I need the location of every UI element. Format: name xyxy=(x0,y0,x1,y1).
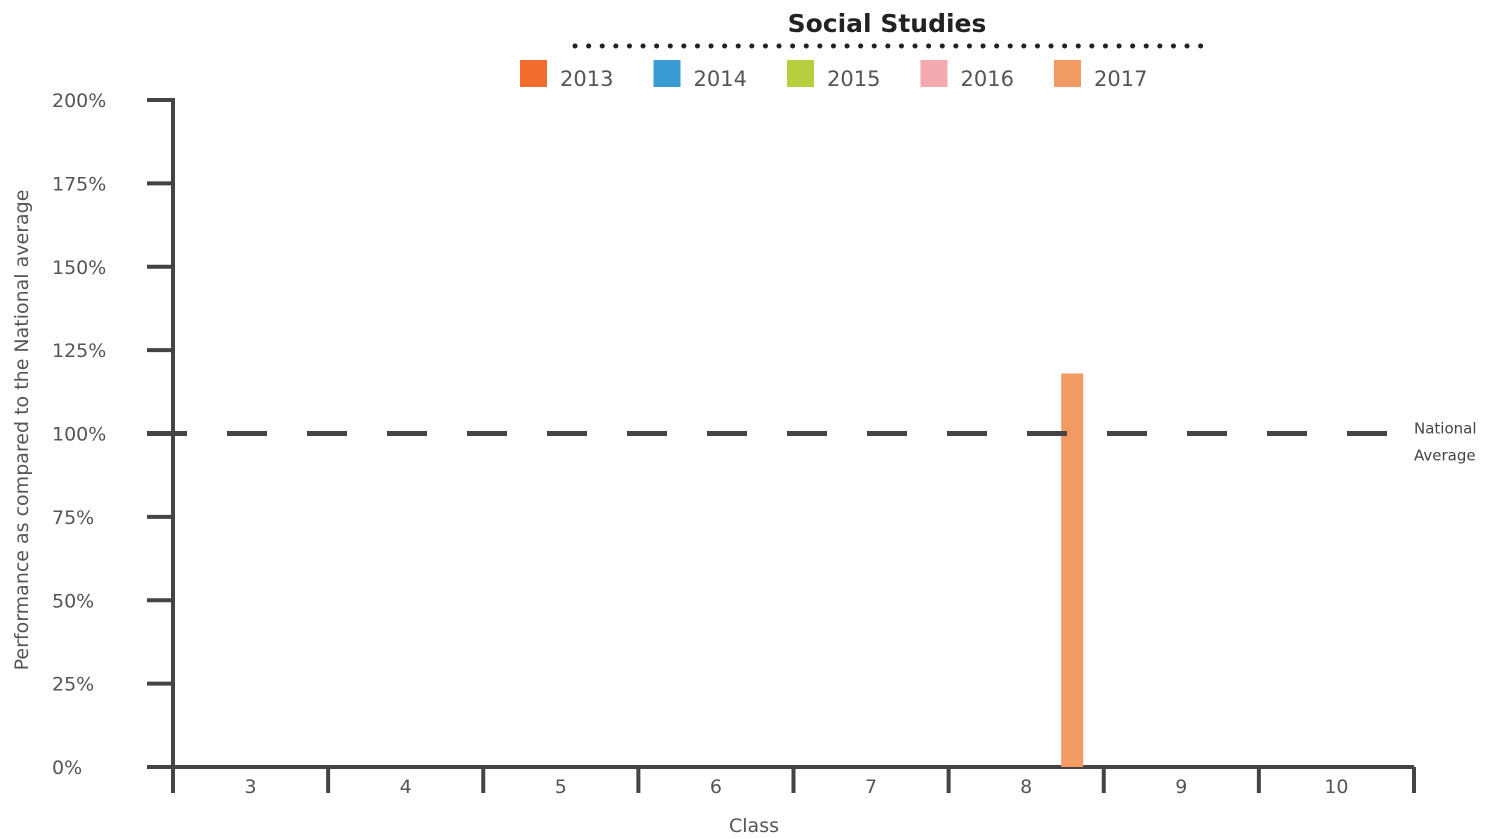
x-tick-label: 3 xyxy=(245,776,257,798)
legend-swatch xyxy=(1054,60,1081,87)
x-tick-label: 9 xyxy=(1175,776,1187,798)
reference-line-label: Average xyxy=(1414,447,1476,465)
y-axis-title: Performance as compared to the National … xyxy=(11,190,33,671)
legend-label: 2016 xyxy=(961,67,1014,91)
legend-swatch xyxy=(920,60,948,87)
legend-swatch xyxy=(520,60,547,87)
legend-label: 2014 xyxy=(694,67,747,91)
x-tick-label: 8 xyxy=(1020,776,1032,798)
x-tick-label: 10 xyxy=(1324,776,1348,798)
legend-swatch xyxy=(653,60,681,87)
x-tick-label: 6 xyxy=(710,776,722,798)
x-tick-label: 7 xyxy=(865,776,877,798)
x-tick-label: 5 xyxy=(555,776,567,798)
y-tick-label: 150% xyxy=(52,257,106,279)
y-tick-label: 50% xyxy=(52,590,94,612)
bars xyxy=(1061,373,1084,767)
chart-title: Social Studies xyxy=(788,9,987,38)
x-axis-title: Class xyxy=(729,815,779,837)
x-axis: 3 4 5 6 7 8 9 10 xyxy=(147,765,1416,798)
legend-label: 2013 xyxy=(560,67,613,91)
reference-line-label: National xyxy=(1414,420,1477,438)
bar xyxy=(1061,373,1084,767)
y-tick-label: 200% xyxy=(52,90,106,112)
national-average-line: National Average xyxy=(147,420,1477,465)
y-tick-label: 25% xyxy=(52,674,94,696)
y-tick-label: 175% xyxy=(52,173,106,195)
legend-label: 2017 xyxy=(1094,67,1147,91)
y-tick-label: 125% xyxy=(52,340,106,362)
legend-swatch xyxy=(787,60,814,87)
y-tick-label: 100% xyxy=(52,424,106,446)
legend-label: 2015 xyxy=(827,67,880,91)
x-tick-label: 4 xyxy=(400,776,412,798)
y-tick-label: 75% xyxy=(52,507,94,529)
legend: 2013 2014 2015 2016 2017 xyxy=(520,60,1147,91)
y-tick-label: 0% xyxy=(52,757,82,779)
